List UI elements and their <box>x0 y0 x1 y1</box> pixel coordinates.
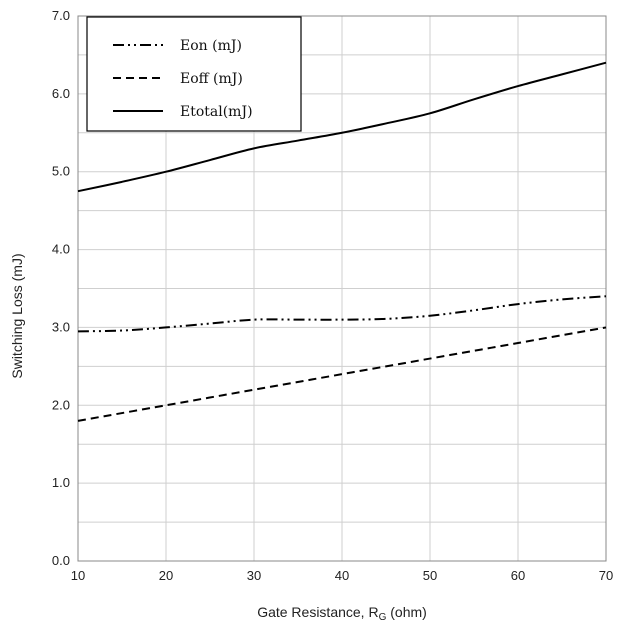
x-tick-label: 50 <box>423 568 437 583</box>
x-axis-title-subscript: G <box>379 612 387 623</box>
x-tick-label: 40 <box>335 568 349 583</box>
series-line-3 <box>77 61 607 193</box>
legend-label-2: Eoff (mJ) <box>180 71 243 87</box>
y-tick-label: 2.0 <box>52 397 70 412</box>
x-axis-ticks: 10 20 30 40 50 60 70 <box>71 568 613 583</box>
y-tick-label: 3.0 <box>52 319 70 334</box>
x-tick-label: 20 <box>159 568 173 583</box>
series-line-1 <box>77 295 607 333</box>
x-axis-title-main: Gate Resistance, R <box>257 604 378 620</box>
legend: Eon (mJ) Eoff (mJ) Etotal(mJ) <box>86 16 302 132</box>
series-line-2 <box>77 326 607 422</box>
y-axis-title: Switching Loss (mJ) <box>9 253 25 378</box>
y-tick-label: 7.0 <box>52 8 70 23</box>
y-tick-label: 6.0 <box>52 86 70 101</box>
legend-label-1: Eon (mJ) <box>180 38 242 54</box>
x-tick-label: 60 <box>511 568 525 583</box>
legend-label-3: Etotal(mJ) <box>180 104 253 120</box>
x-axis-title: Gate Resistance, RG (ohm) <box>257 604 427 623</box>
plot-area-border <box>77 15 607 562</box>
series-group <box>77 61 607 422</box>
y-axis-ticks: 0.0 1.0 2.0 3.0 4.0 5.0 6.0 7.0 <box>52 8 70 568</box>
y-tick-label: 4.0 <box>52 242 70 257</box>
y-tick-label: 5.0 <box>52 164 70 179</box>
x-tick-label: 30 <box>247 568 261 583</box>
x-tick-label: 10 <box>71 568 85 583</box>
y-tick-label: 0.0 <box>52 553 70 568</box>
y-tick-label: 1.0 <box>52 475 70 490</box>
x-tick-label: 70 <box>599 568 613 583</box>
x-axis-title-unit: (ohm) <box>386 604 426 620</box>
